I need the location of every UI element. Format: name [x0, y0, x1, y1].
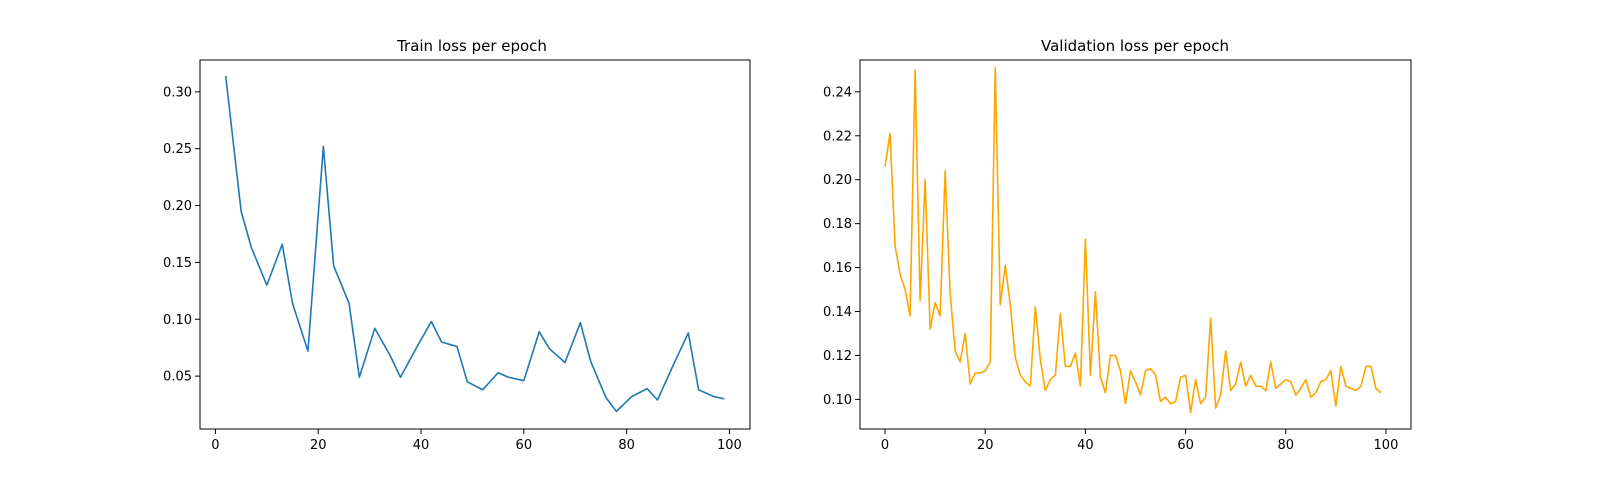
validation-loss-xtick-label: 0	[881, 438, 889, 453]
validation-loss-ytick-label: 0.18	[823, 217, 852, 232]
validation-loss-ytick-label: 0.12	[823, 349, 852, 364]
validation-loss-xtick-label: 80	[1277, 438, 1294, 453]
validation-loss-title: Validation loss per epoch	[1041, 37, 1229, 55]
validation-loss-ytick-label: 0.10	[823, 393, 852, 408]
validation-loss-ytick-label: 0.14	[823, 305, 852, 320]
validation-loss-xtick-label: 60	[1177, 438, 1194, 453]
train-loss-ticks: 0 20 40 60 80 100 0.05 0.10 0.15 0.20 0.25 0.30	[163, 85, 742, 453]
validation-loss-chart: Validation loss per epoch 0 20 40 60 80 100 0.…	[823, 37, 1412, 453]
train-loss-xtick-label: 20	[310, 438, 327, 453]
train-loss-line	[224, 75, 725, 413]
train-loss-xtick-label: 60	[516, 438, 533, 453]
train-loss-title: Train loss per epoch	[396, 37, 547, 55]
train-loss-ytick-label: 0.25	[163, 142, 192, 157]
train-loss-axes-frame	[199, 59, 751, 430]
validation-loss-axes-frame	[859, 59, 1412, 430]
train-loss-ytick-label: 0.05	[163, 370, 192, 385]
train-loss-ytick-label: 0.30	[163, 85, 192, 100]
validation-loss-ytick-label: 0.22	[823, 129, 852, 144]
train-loss-xtick-label: 80	[618, 438, 635, 453]
train-loss-xtick-label: 40	[413, 438, 430, 453]
validation-loss-xtick-label: 100	[1374, 438, 1399, 453]
validation-loss-ytick-label: 0.24	[823, 85, 852, 100]
train-loss-ytick-label: 0.10	[163, 313, 192, 328]
train-loss-ytick-label: 0.20	[163, 199, 192, 214]
train-loss-xtick-label: 100	[717, 438, 742, 453]
validation-loss-line	[884, 66, 1382, 414]
validation-loss-xtick-label: 40	[1077, 438, 1094, 453]
validation-loss-ytick-label: 0.16	[823, 261, 852, 276]
train-loss-xtick-label: 0	[211, 438, 219, 453]
validation-loss-ticks: 0 20 40 60 80 100 0.10 0.12 0.14 0.16 0.18 0.20 0.22…	[823, 85, 1398, 453]
validation-loss-ytick-label: 0.20	[823, 173, 852, 188]
train-loss-chart: Train loss per epoch 0 20 40 60 80 100 0.05 0.1…	[163, 37, 751, 453]
train-loss-ytick-label: 0.15	[163, 256, 192, 271]
validation-loss-xtick-label: 20	[977, 438, 994, 453]
